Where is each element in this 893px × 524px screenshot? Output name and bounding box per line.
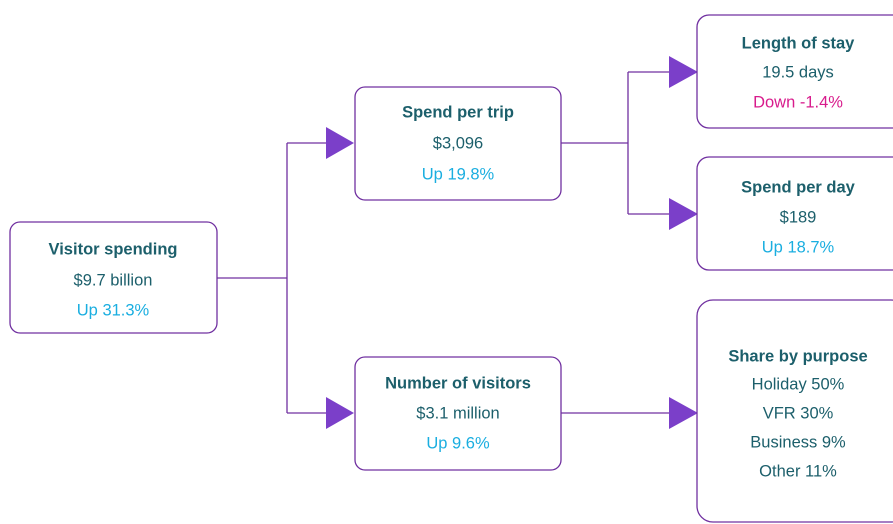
node-change: Up 19.8% [422, 165, 495, 183]
node-item: VFR 30% [763, 404, 834, 422]
node-value: $9.7 billion [74, 271, 153, 289]
node-box [696, 14, 893, 129]
node-item: Holiday 50% [752, 375, 845, 393]
node-title: Spend per day [741, 178, 856, 196]
arrow [326, 127, 354, 159]
arrow [326, 397, 354, 429]
arrow [669, 397, 698, 429]
node-item: Business 9% [750, 433, 846, 451]
node-box [9, 221, 218, 334]
node-change: Up 31.3% [77, 301, 150, 319]
node-title: Share by purpose [728, 347, 867, 365]
node-value: $3,096 [433, 134, 483, 152]
connector [561, 71, 672, 414]
node-box [354, 356, 562, 471]
node-item: Other 11% [759, 462, 837, 480]
node-value: $189 [780, 208, 817, 226]
connector [217, 142, 330, 414]
node-box [354, 86, 562, 201]
arrow [669, 56, 698, 88]
node-change: Up 9.6% [426, 434, 490, 452]
node-value: 19.5 days [762, 63, 834, 81]
node-title: Length of stay [742, 34, 856, 52]
node-title: Spend per trip [402, 103, 514, 121]
node-box [696, 299, 893, 523]
node-box [696, 156, 893, 271]
node-change: Up 18.7% [762, 238, 835, 256]
node-title: Visitor spending [49, 240, 178, 258]
node-title: Number of visitors [385, 374, 531, 392]
node-change: Down -1.4% [753, 93, 843, 111]
arrow [669, 198, 698, 230]
node-value: $3.1 million [416, 404, 499, 422]
connectors [217, 56, 698, 429]
